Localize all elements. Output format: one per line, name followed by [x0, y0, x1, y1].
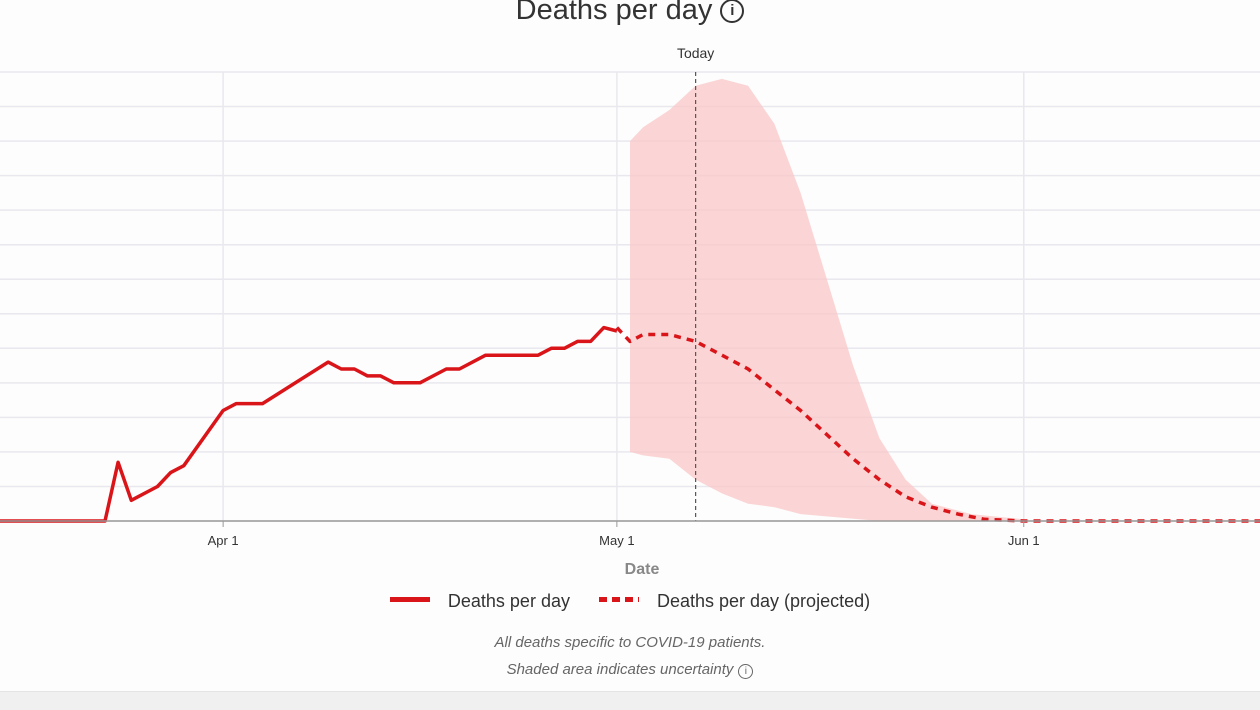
uncertainty-info-icon[interactable]: i — [738, 664, 754, 679]
note-deaths-definition: All deaths specific to COVID-19 patients… — [0, 634, 1260, 651]
x-axis: Apr 1 May 1 Jun 1 Date — [0, 520, 1260, 578]
footer-bar — [0, 691, 1260, 710]
legend-label-projected: Deaths per day (projected) — [656, 591, 871, 611]
series-line-projected — [615, 326, 1260, 523]
note-uncertainty: Shaded area indicates uncertainty i — [0, 661, 1260, 679]
note-text-2: Shaded area indicates uncertainty — [506, 661, 734, 678]
uncertainty-band — [630, 78, 1024, 522]
today-label: Today — [677, 45, 714, 61]
chart-title-row: Deaths per day i — [0, 0, 1260, 27]
legend: Deaths per day Deaths per day (projected… — [0, 591, 1260, 612]
x-tick-label: May 1 — [599, 533, 634, 548]
x-tick-label: Jun 1 — [1008, 533, 1040, 548]
solid-line-swatch — [389, 597, 430, 602]
legend-label-actual: Deaths per day — [447, 591, 570, 611]
legend-item-projected[interactable]: Deaths per day (projected) — [598, 591, 871, 612]
dashed-line-swatch — [598, 597, 639, 602]
deaths-per-day-chart: Today Apr 1 May 1 Jun 1 Date — [0, 45, 1260, 578]
info-icon[interactable]: i — [720, 0, 745, 23]
series-lines — [0, 325, 1260, 523]
chart-title: Deaths per day — [515, 0, 713, 26]
uncertainty-band-area — [630, 78, 1024, 522]
x-tick-label: Apr 1 — [208, 533, 239, 548]
x-axis-title: Date — [625, 561, 660, 578]
series-line-actual — [0, 325, 618, 523]
today-marker: Today — [677, 45, 714, 521]
legend-item-actual[interactable]: Deaths per day — [389, 591, 570, 612]
note-text-1: All deaths specific to COVID-19 patients… — [494, 634, 766, 651]
